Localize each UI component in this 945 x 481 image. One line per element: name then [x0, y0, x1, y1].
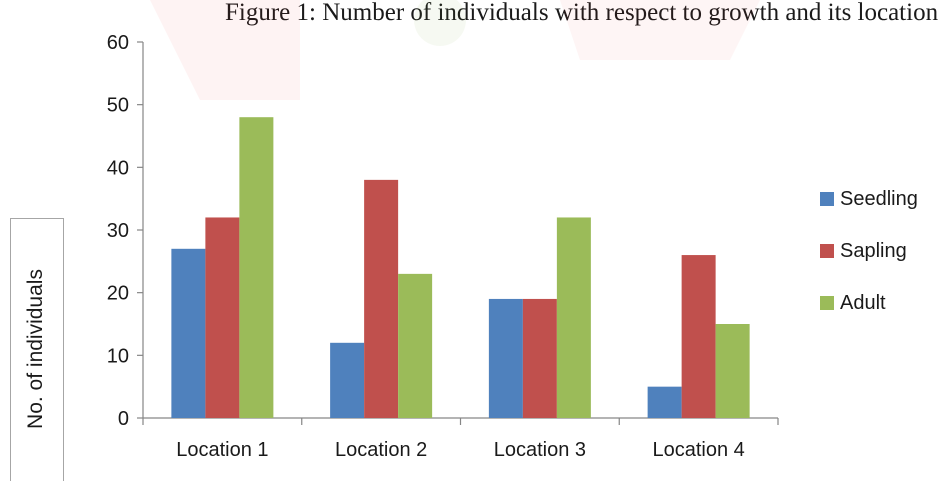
- x-category-label: Location 1: [176, 439, 268, 461]
- bar-seedling: [647, 386, 682, 418]
- bar-seedling: [488, 298, 523, 418]
- figure-title: Figure 1: Number of individuals with res…: [225, 0, 939, 26]
- legend-label: Seedling: [840, 187, 918, 210]
- y-axis-label-box: [10, 218, 64, 481]
- y-tick-label: 60: [107, 32, 129, 54]
- bar-adult: [556, 217, 591, 418]
- bar-seedling: [330, 342, 365, 418]
- y-tick-label: 20: [107, 283, 129, 305]
- y-tick-label: 50: [107, 95, 129, 117]
- bar-sapling: [205, 217, 240, 418]
- bar-sapling: [681, 255, 716, 418]
- legend-item: Seedling: [820, 186, 918, 212]
- x-category-label: Location 3: [494, 439, 586, 461]
- legend-label: Sapling: [840, 239, 907, 262]
- legend-swatch: [820, 244, 834, 258]
- bar-sapling: [364, 179, 399, 418]
- y-tick-label: 10: [107, 345, 129, 367]
- y-tick-label: 30: [107, 220, 129, 242]
- bar-adult: [715, 324, 750, 418]
- chart-legend: Seedling Sapling Adult: [820, 186, 918, 342]
- y-tick-label: 40: [107, 157, 129, 179]
- x-category-label: Location 4: [652, 439, 744, 461]
- bar-adult: [398, 273, 433, 418]
- legend-label: Adult: [840, 291, 886, 314]
- legend-swatch: [820, 296, 834, 310]
- legend-swatch: [820, 192, 834, 206]
- bar-adult: [239, 117, 274, 418]
- bar-seedling: [171, 248, 206, 418]
- x-category-label: Location 2: [335, 439, 427, 461]
- legend-item: Adult: [820, 290, 918, 316]
- legend-item: Sapling: [820, 238, 918, 264]
- bar-sapling: [522, 298, 557, 418]
- y-tick-label: 0: [118, 408, 129, 430]
